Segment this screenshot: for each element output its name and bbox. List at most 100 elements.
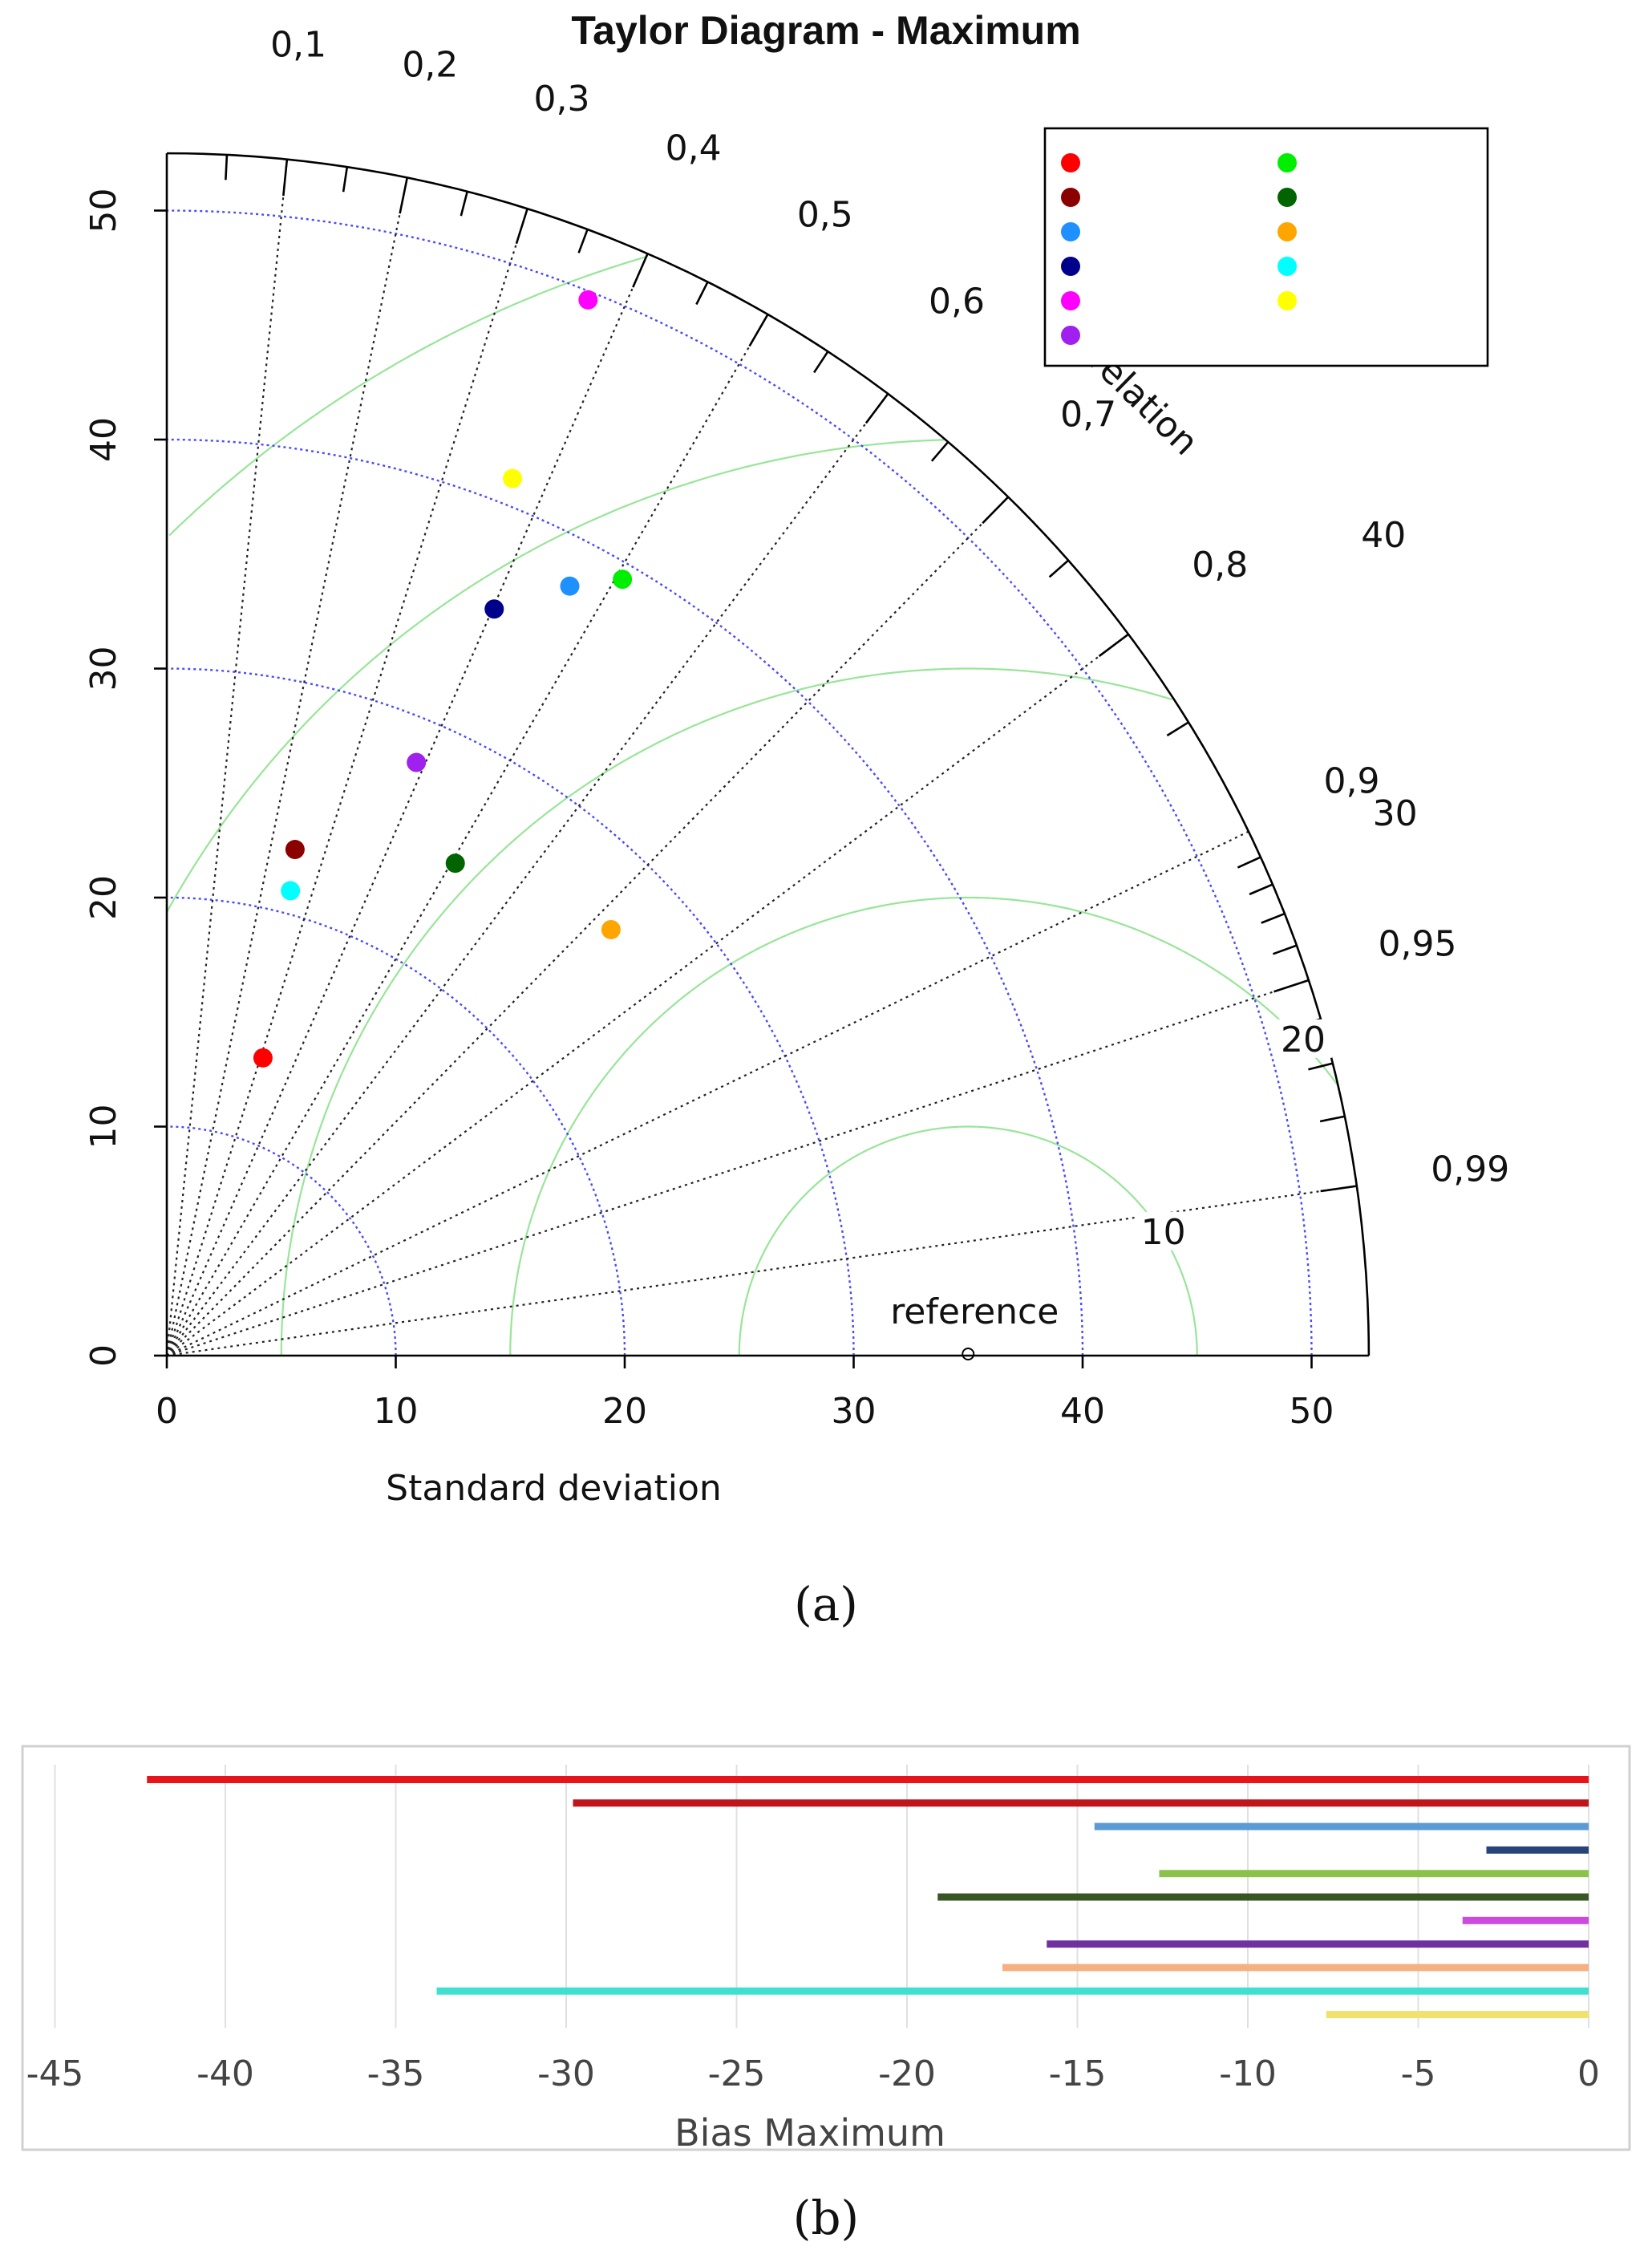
corr-label: 0,5 [797, 194, 853, 235]
rms-label-bg [1274, 1019, 1333, 1058]
outer-arc [166, 152, 1371, 1356]
y-tick-label: 50 [83, 189, 124, 233]
caption-a: (a) [794, 1577, 858, 1632]
legend-marker [1277, 153, 1297, 172]
legend-marker [1061, 291, 1080, 310]
point-coschg [601, 919, 621, 939]
sd-arc-20 [166, 896, 626, 1356]
corr-tick [1237, 856, 1261, 869]
corr-ray-0.9 [166, 830, 1249, 1356]
rms-label-bg [1354, 515, 1413, 554]
bias-tick-label: -40 [196, 2053, 254, 2094]
corr-label: 0,4 [666, 128, 722, 168]
corr-tick [1098, 633, 1129, 658]
corr-tick [515, 208, 528, 245]
corr-ray-0.2 [165, 177, 408, 1356]
taylor-legend [1043, 127, 1489, 367]
bias-bar [147, 1776, 1589, 1783]
corr-tick [1048, 559, 1070, 578]
x-tick-label: 50 [1290, 1391, 1334, 1432]
rms-label-bg [1366, 793, 1424, 833]
rms-label: 30 [1373, 793, 1418, 834]
point-persianng [281, 881, 301, 901]
y-tick-label: 20 [83, 875, 124, 920]
bias-tick-label: -10 [1219, 2053, 1277, 2094]
legend-marker [1061, 326, 1080, 345]
corr-tick [695, 281, 709, 306]
point-tapeer [503, 468, 523, 488]
rms-contour-20 [509, 896, 1338, 1356]
taylor-title: Taylor Diagram - Maximum [571, 8, 1080, 53]
bias-bar [1094, 1822, 1589, 1830]
point-gsmap [578, 290, 598, 310]
sd-arc-40 [166, 438, 1084, 1356]
corr-tick [748, 314, 769, 347]
bias-tick-label: -25 [708, 2053, 766, 2094]
reference-label: reference [890, 1291, 1059, 1332]
bias-bars [147, 1776, 1589, 2018]
corr-label: 0,2 [402, 45, 458, 86]
bias-bar-chart: -45 -40 -35 -30 -25 -20 -15 -10 -5 0 Bias Maximum [21, 1745, 1631, 2155]
corr-tick [1308, 1062, 1334, 1071]
corr-tick [632, 253, 649, 288]
corr-tick [577, 229, 589, 253]
bias-bar [436, 1987, 1589, 1995]
bias-tick-label: -35 [367, 2053, 425, 2094]
corr-ray-0.1 [165, 159, 288, 1356]
corr-tick [1261, 912, 1286, 924]
rms-label: 20 [1281, 1020, 1326, 1060]
bias-tick-label: -30 [537, 2053, 595, 2094]
legend-marker [1061, 222, 1080, 241]
taylor-grid [165, 159, 1358, 1357]
bias-bar [1002, 1964, 1589, 1972]
corr-tick [399, 177, 409, 214]
legend-marker [1277, 188, 1297, 207]
rms-label: 40 [1361, 515, 1406, 556]
sd-arc-50 [166, 209, 1313, 1356]
rms-contour-30 [280, 667, 1172, 1356]
corr-label: 0,6 [929, 282, 985, 322]
y-tick-label: 10 [83, 1105, 124, 1149]
x-tick-label: 10 [374, 1391, 419, 1432]
reference-point [962, 1348, 975, 1360]
bias-bar [573, 1799, 1589, 1807]
rms-contour-40 [166, 439, 945, 912]
point-gsmapg [407, 752, 427, 772]
bias-bar [1159, 1870, 1589, 1878]
bias-bar [1462, 1916, 1589, 1924]
corr-tick [460, 191, 468, 217]
corr-label: 0,1 [270, 25, 326, 66]
point-chirp [253, 1048, 273, 1068]
corr-ray-0.4 [165, 253, 649, 1356]
bias-tick-label: -15 [1049, 2053, 1107, 2094]
legend-marker [1277, 257, 1297, 276]
point-3b42 [560, 576, 580, 596]
corr-tick [982, 496, 1010, 525]
bias-x-axis-label: Bias Maximum [674, 2111, 945, 2155]
corr-tick [1249, 883, 1273, 896]
corr-label: 0,8 [1192, 545, 1248, 586]
corr-ray-0.8 [166, 633, 1129, 1356]
legend-marker [1061, 257, 1080, 276]
corr-tick [1166, 721, 1189, 737]
legend-box [1043, 127, 1489, 367]
sd-arc-30 [166, 667, 855, 1356]
corr-ray-0.7 [166, 496, 1009, 1356]
y-tick-label: 40 [83, 417, 124, 462]
bias-bar [1326, 2011, 1589, 2018]
point-chirpsg [285, 840, 305, 860]
caption-b: (b) [793, 2191, 859, 2245]
corr-tick [1320, 1185, 1358, 1193]
corr-tick [864, 393, 889, 424]
taylor-frame [154, 152, 1371, 1368]
sd-arc-10 [166, 1125, 397, 1356]
corr-tick [342, 166, 349, 193]
bias-bar [1486, 1846, 1589, 1854]
corr-tick [813, 351, 829, 374]
corr-ray-0.95 [166, 979, 1310, 1357]
legend-marker [1061, 153, 1080, 172]
taylor-points [253, 290, 975, 1360]
corr-ray-0.6 [166, 393, 889, 1356]
corr-ray-0.5 [166, 314, 769, 1356]
legend-marker [1277, 222, 1297, 241]
